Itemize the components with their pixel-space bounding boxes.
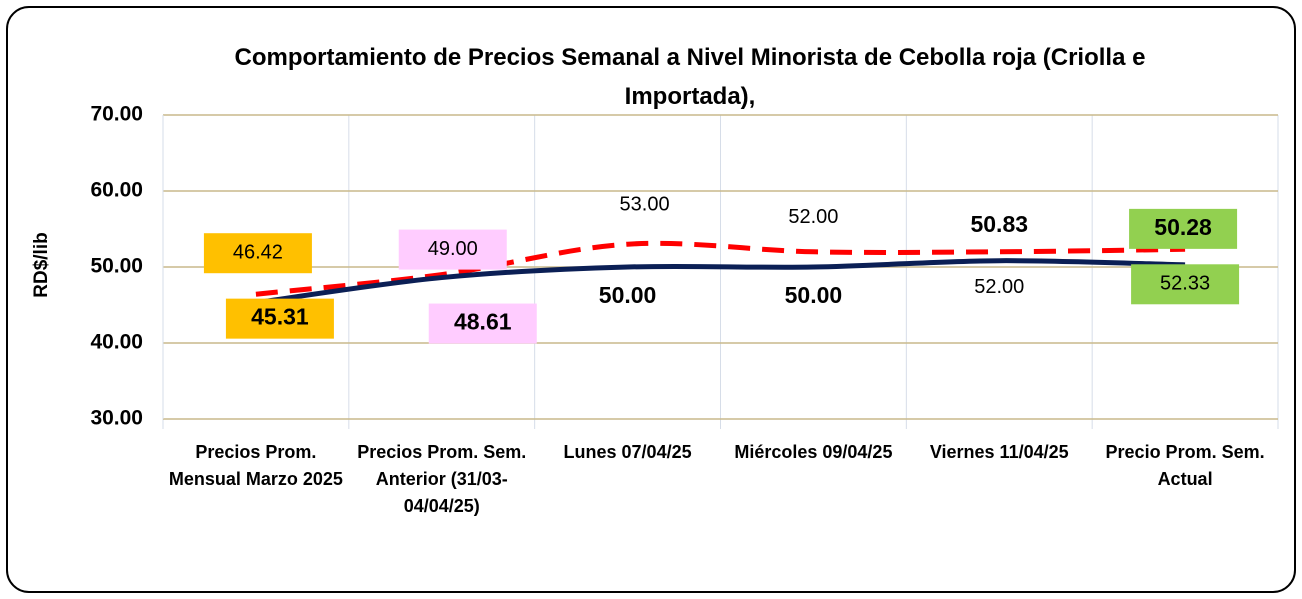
data-label: 52.00: [788, 206, 838, 228]
y-tick-label: 50.00: [90, 255, 143, 278]
label-box: [1129, 208, 1238, 249]
x-tick-label: Precio Prom. Sem. Actual: [1105, 442, 1265, 489]
data-label: 53.00: [620, 193, 670, 215]
label-box: [1131, 264, 1240, 305]
x-tick-label: Lunes 07/04/25: [563, 442, 692, 462]
x-tick-label: Viernes 11/04/25: [929, 442, 1069, 462]
data-label: 50.00: [785, 282, 843, 308]
y-tick-label: 30.00: [90, 407, 143, 430]
data-label: 52.33: [1160, 273, 1210, 295]
y-tick-label: 40.00: [90, 331, 143, 354]
y-tick-label: 60.00: [90, 179, 143, 202]
chart-title: Comportamiento de Precios Semanal a Nive…: [234, 44, 1146, 110]
data-label: 52.00: [974, 276, 1024, 298]
data-label: 50.83: [970, 211, 1028, 237]
data-label: 48.61: [454, 309, 512, 335]
label-box: [398, 229, 507, 270]
label-box: [225, 298, 334, 339]
x-tick-label: Precios Prom. Sem. Anterior (31/03-04/04…: [357, 442, 527, 516]
y-axis-label: RD$/lib: [31, 232, 52, 297]
data-label: 46.42: [233, 241, 283, 263]
label-box: [428, 303, 537, 344]
x-tick-label: Miércoles 09/04/25: [734, 442, 893, 462]
label-box: [203, 233, 312, 274]
y-tick-label: 70.00: [90, 103, 143, 126]
series-line: [255, 258, 1186, 306]
data-label: 49.00: [428, 238, 478, 260]
x-tick-label: Precios Prom. Mensual Marzo 2025: [168, 442, 343, 489]
data-label: 50.00: [599, 282, 657, 308]
frame: [6, 6, 1296, 593]
data-label: 50.28: [1154, 214, 1212, 240]
data-label: 45.31: [251, 304, 309, 330]
